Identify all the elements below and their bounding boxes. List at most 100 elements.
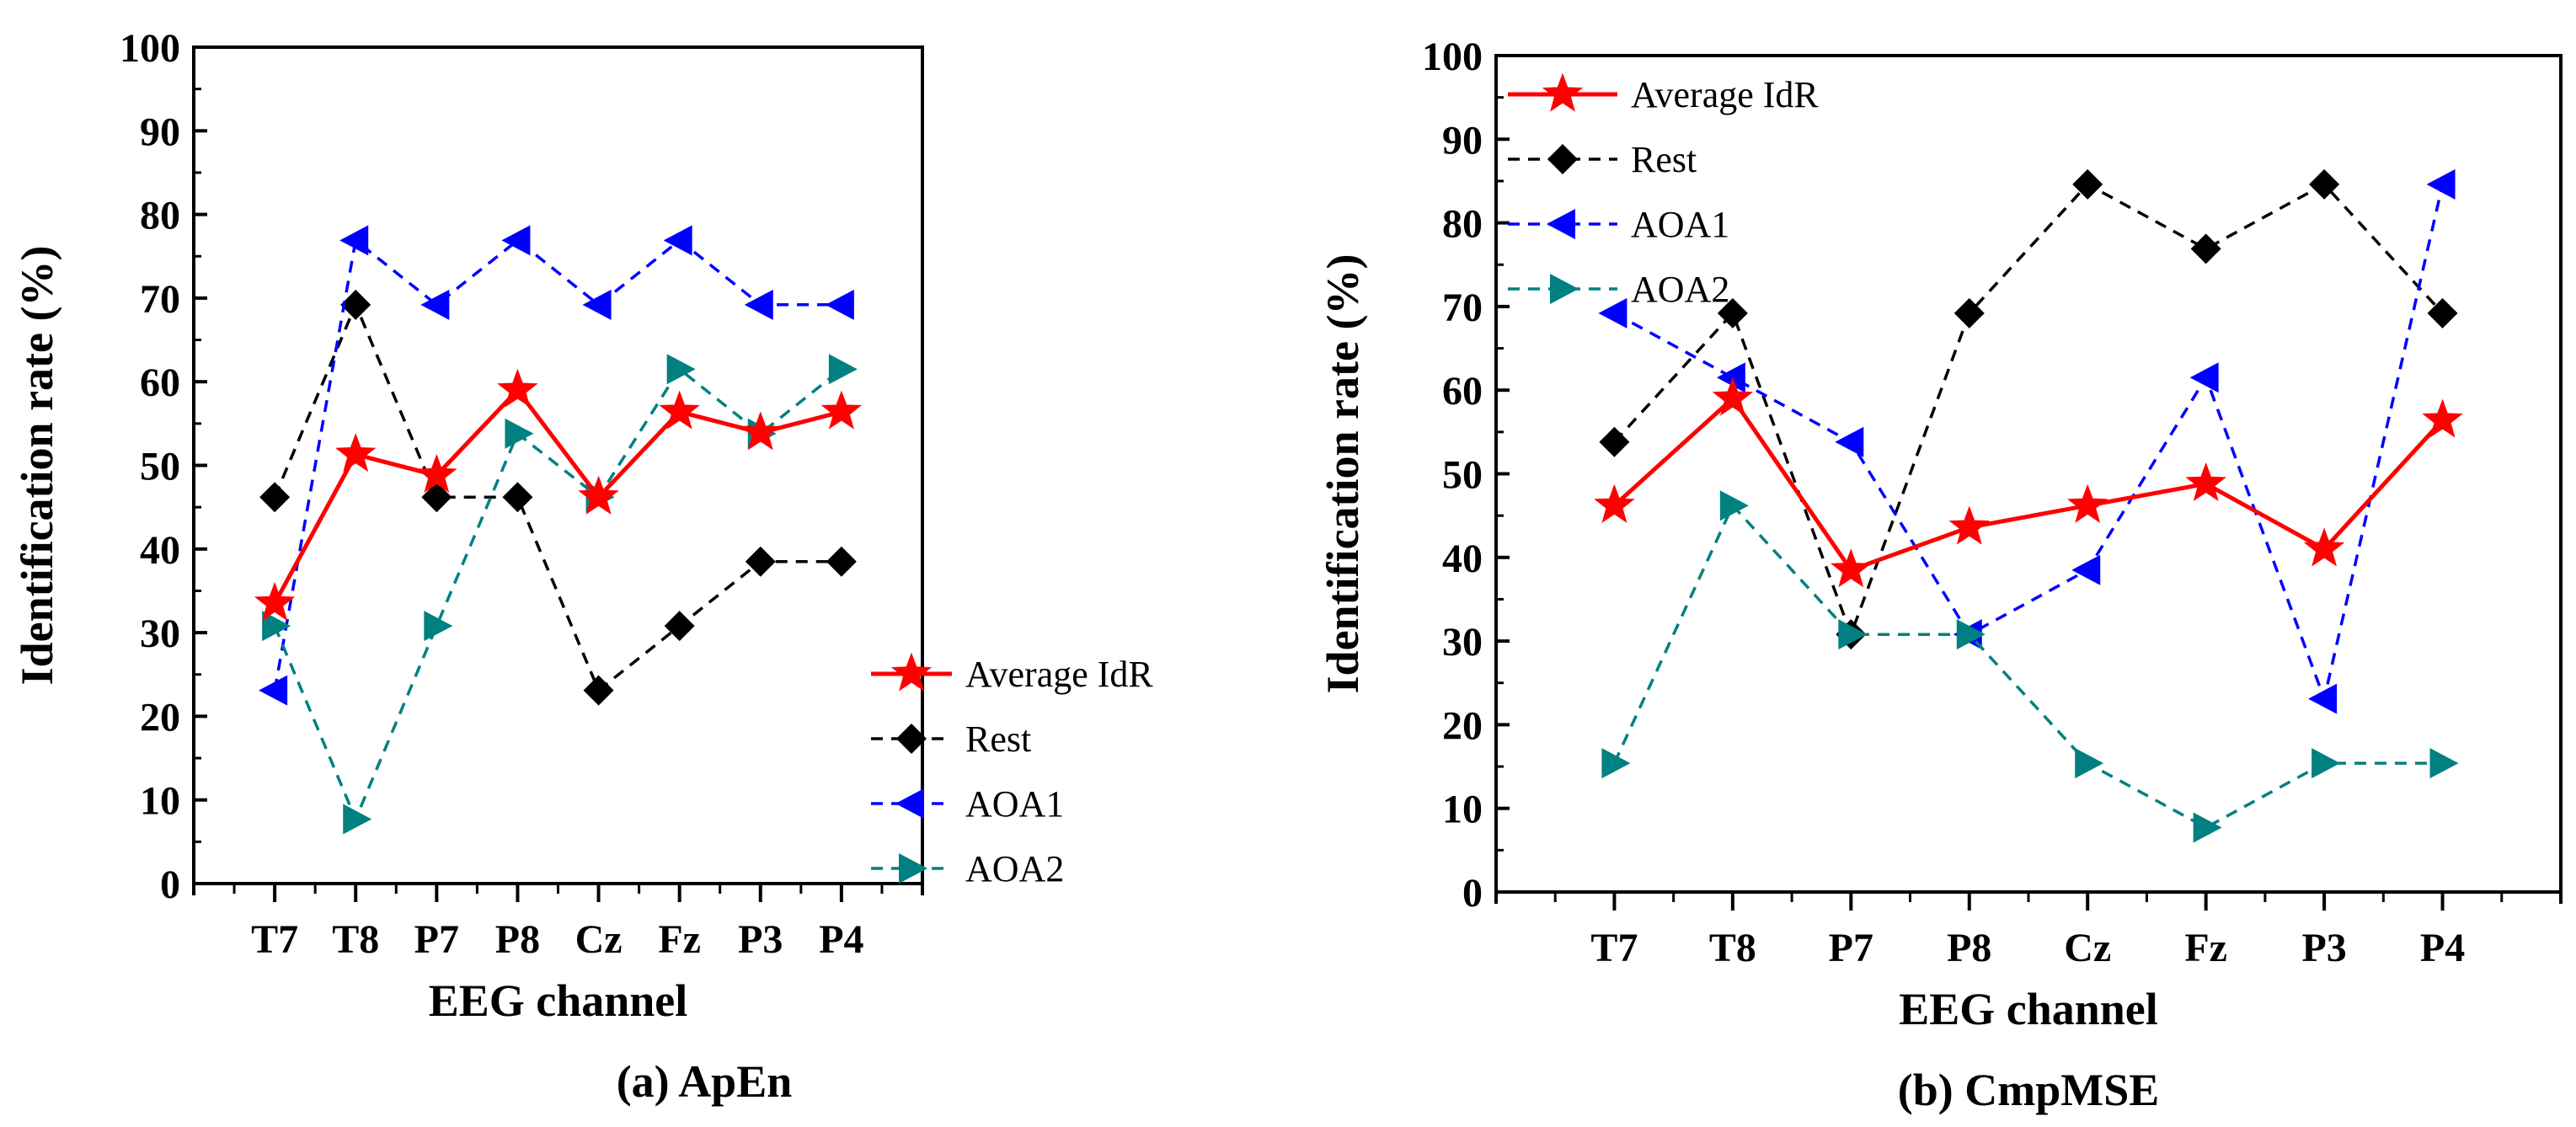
data-point-average-idr (2303, 527, 2345, 567)
data-point-aoa1 (259, 675, 288, 706)
data-point-aoa1 (1716, 362, 1745, 393)
x-tick-label: P7 (414, 917, 459, 962)
data-point-rest (259, 482, 291, 513)
data-point-aoa2 (262, 611, 291, 642)
legend-label-average-idr: Average IdR (965, 654, 1153, 695)
legend-marker-aoa2 (899, 853, 927, 884)
legend-marker-aoa1 (895, 788, 924, 819)
data-point-average-idr (2422, 398, 2463, 438)
data-point-aoa1 (582, 289, 612, 320)
series-line-aoa2 (1612, 504, 2443, 830)
legend-label-rest: Rest (965, 718, 1031, 760)
data-point-aoa2 (1838, 619, 1868, 650)
data-point-rest (1717, 297, 1748, 328)
data-point-aoa1 (339, 225, 369, 256)
data-point-average-idr (820, 390, 863, 430)
legend-label-aoa1: AOA1 (1631, 204, 1729, 245)
legend-label-rest: Rest (1631, 139, 1697, 180)
data-point-rest (2072, 168, 2103, 200)
data-point-average-idr (2067, 483, 2108, 523)
y-tick-label: 20 (1442, 703, 1483, 748)
data-point-aoa1 (1598, 297, 1627, 328)
data-point-rest (664, 611, 695, 642)
y-tick-label: 30 (1442, 620, 1483, 665)
x-tick-label: T7 (1590, 926, 1638, 970)
data-point-aoa2 (505, 418, 534, 449)
y-tick-label: 10 (1442, 788, 1483, 832)
data-point-rest (1599, 426, 1630, 457)
x-tick-label: Cz (575, 917, 623, 962)
legend-marker-aoa2 (1550, 274, 1579, 304)
data-point-average-idr (1594, 483, 1635, 523)
legend-marker-aoa1 (1547, 209, 1575, 239)
legend-marker-average-idr (890, 652, 933, 692)
x-axis-title: EEG channel (429, 975, 688, 1026)
data-point-aoa1 (825, 289, 854, 320)
data-point-rest (502, 482, 533, 513)
y-tick-label: 60 (140, 361, 180, 405)
x-tick-label: P8 (495, 917, 540, 962)
series-line-aoa1 (273, 238, 842, 691)
data-point-aoa2 (666, 354, 696, 385)
data-point-rest (2309, 168, 2340, 200)
y-tick-label: 10 (140, 779, 180, 824)
x-tick-label: P8 (1947, 926, 1991, 970)
x-tick-label: P3 (2301, 926, 2346, 970)
data-point-average-idr (659, 390, 700, 430)
legend: Average IdR Rest AOA1 AOA2 (871, 652, 1153, 889)
data-point-aoa1 (501, 225, 531, 256)
series-line-aoa2 (273, 367, 842, 821)
y-tick-label: 50 (1442, 453, 1483, 498)
y-tick-label: 80 (1442, 202, 1483, 247)
data-point-aoa2 (424, 611, 453, 642)
legend-label-average-idr: Average IdR (1631, 74, 1819, 115)
data-point-rest (2427, 297, 2458, 328)
x-tick-label: P4 (819, 917, 863, 962)
legend-marker-rest (896, 724, 927, 754)
x-tick-label: P3 (738, 917, 783, 962)
x-tick-label: Fz (658, 917, 701, 962)
data-point-aoa1 (2189, 362, 2219, 393)
series-line-average-idr (1612, 396, 2445, 573)
data-point-rest (421, 482, 452, 513)
data-point-average-idr (416, 453, 457, 493)
data-point-average-idr (254, 581, 296, 621)
legend-label-aoa1: AOA1 (965, 783, 1064, 825)
y-tick-label: 80 (140, 194, 180, 238)
x-tick-label: P7 (1829, 926, 1873, 970)
y-axis-title: Identification rate (%) (1317, 254, 1368, 694)
y-tick-label: 30 (140, 612, 180, 656)
data-point-rest (583, 675, 614, 706)
data-point-aoa1 (420, 289, 450, 320)
x-tick-label: Fz (2184, 926, 2227, 970)
y-tick-label: 50 (140, 445, 180, 489)
y-tick-label: 100 (1422, 35, 1483, 79)
series-line-rest (1613, 183, 2444, 636)
data-point-aoa2 (2429, 748, 2459, 779)
legend-marker-rest (1547, 144, 1578, 174)
legend: Average IdR Rest AOA1 AOA2 (1508, 72, 1819, 310)
data-point-aoa2 (1956, 619, 1985, 650)
y-tick-label: 70 (1442, 286, 1483, 330)
y-tick-label: 40 (1442, 537, 1483, 581)
y-axis-title: Identification rate (%) (12, 246, 62, 686)
data-point-average-idr (497, 368, 538, 408)
data-point-average-idr (740, 411, 781, 451)
data-point-average-idr (1830, 548, 1872, 588)
data-point-aoa1 (2071, 554, 2101, 585)
series-line-aoa1 (1613, 184, 2445, 701)
data-point-average-idr (578, 475, 619, 515)
data-point-aoa2 (1719, 490, 1749, 521)
legend-label-aoa2: AOA2 (1631, 269, 1729, 310)
x-tick-label: P4 (2420, 926, 2465, 970)
x-tick-label: T8 (332, 917, 379, 962)
data-point-rest (1953, 297, 1985, 328)
y-tick-label: 90 (1442, 118, 1483, 163)
data-point-average-idr (1948, 505, 1990, 545)
data-point-aoa2 (2311, 748, 2341, 779)
data-point-rest (745, 546, 776, 577)
data-point-average-idr (2185, 462, 2226, 501)
data-point-aoa2 (2075, 748, 2104, 779)
x-tick-label: T7 (251, 917, 298, 962)
